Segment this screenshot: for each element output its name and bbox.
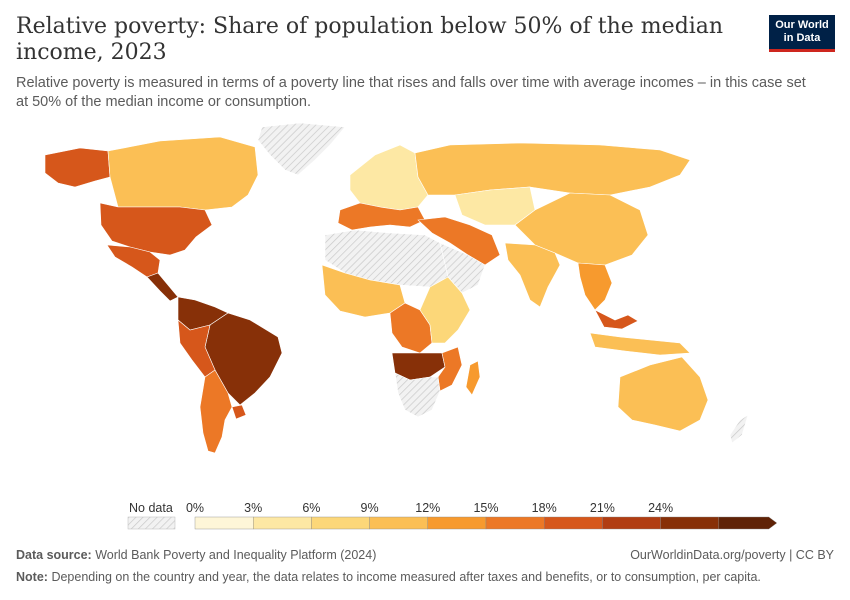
legend-tick-label: 9%: [360, 501, 379, 515]
legend-no-data-swatch: [127, 516, 176, 530]
region-australia[interactable]: Australia: [617, 356, 709, 432]
region-mozambique[interactable]: Mozambique: [437, 346, 463, 392]
logo-line-1: Our World: [775, 19, 829, 31]
legend-bin-3[interactable]: [369, 516, 429, 530]
world-map: Greenland Alaska Canada United States Me…: [0, 115, 850, 495]
legend-bin-7[interactable]: [602, 516, 661, 530]
owid-logo[interactable]: Our World in Data: [769, 15, 835, 52]
region-argentina-chile[interactable]: Argentina / Chile: [199, 369, 233, 454]
region-uruguay[interactable]: Uruguay: [231, 404, 247, 420]
legend-bin-6[interactable]: [544, 516, 603, 530]
legend-tick-label: 0%: [185, 501, 205, 515]
region-united-states[interactable]: United States: [99, 202, 213, 256]
legend-bin-4[interactable]: [427, 516, 487, 530]
region-madagascar[interactable]: Madagascar: [465, 360, 481, 396]
region-canada[interactable]: Canada: [107, 136, 259, 211]
legend: No data 0% 3% 6% 9% 12% 15% 18% 21% 24%: [0, 497, 850, 537]
footer-source: Data source: World Bank Poverty and Ineq…: [16, 548, 376, 562]
legend-tick-label: 18%: [531, 501, 557, 515]
legend-bin-8[interactable]: [660, 516, 719, 530]
region-india[interactable]: India: [504, 242, 561, 308]
region-east-africa[interactable]: East Africa: [419, 276, 471, 344]
region-central-america[interactable]: Central America: [146, 272, 179, 302]
footer-source-label: Data source:: [16, 548, 92, 562]
footer-note: Note: Depending on the country and year,…: [16, 570, 761, 584]
legend-no-data-label: No data: [129, 501, 173, 515]
region-alaska[interactable]: Alaska: [44, 147, 111, 188]
region-southern-europe[interactable]: Southern Europe: [337, 202, 426, 231]
region-southeast-asia[interactable]: Southeast Asia: [577, 262, 613, 311]
region-russia[interactable]: Russia: [414, 142, 691, 196]
legend-bin-2[interactable]: [311, 516, 370, 530]
footer-source-text[interactable]: World Bank Poverty and Inequality Platfo…: [95, 548, 377, 562]
legend-bin-0[interactable]: [194, 516, 254, 530]
footer-note-label: Note:: [16, 570, 48, 584]
region-europe[interactable]: Europe: [349, 144, 429, 211]
legend-bin-5[interactable]: [485, 516, 545, 530]
region-middle-east[interactable]: Turkey / Middle East: [417, 216, 501, 266]
legend-tick-label: 12%: [415, 501, 441, 515]
region-southern-africa[interactable]: Southern Africa: [394, 372, 441, 418]
legend-bin-1[interactable]: [252, 516, 312, 530]
world-map-svg: Greenland Alaska Canada United States Me…: [44, 122, 749, 454]
region-new-zealand[interactable]: New Zealand: [729, 414, 749, 444]
legend-tick-label: 15%: [473, 501, 499, 515]
legend-tick-label: 3%: [244, 501, 263, 515]
legend-tick-label: 24%: [648, 501, 674, 515]
region-malaysia[interactable]: Malaysia: [594, 309, 639, 330]
chart-subtitle: Relative poverty is measured in terms of…: [16, 75, 806, 110]
legend-scale: [127, 516, 778, 530]
footer-url[interactable]: OurWorldinData.org/poverty | CC BY: [630, 548, 834, 562]
chart-title: Relative poverty: Share of population be…: [16, 14, 724, 65]
logo-line-2: in Data: [783, 32, 821, 44]
footer-note-text: Depending on the country and year, the d…: [51, 570, 761, 584]
legend-tick-label: 21%: [589, 501, 615, 515]
region-greenland[interactable]: Greenland: [257, 122, 346, 176]
legend-bin-open-end[interactable]: [718, 516, 778, 530]
legend-tick-label: 6%: [302, 501, 321, 515]
region-indonesia[interactable]: Indonesia: [589, 332, 691, 356]
